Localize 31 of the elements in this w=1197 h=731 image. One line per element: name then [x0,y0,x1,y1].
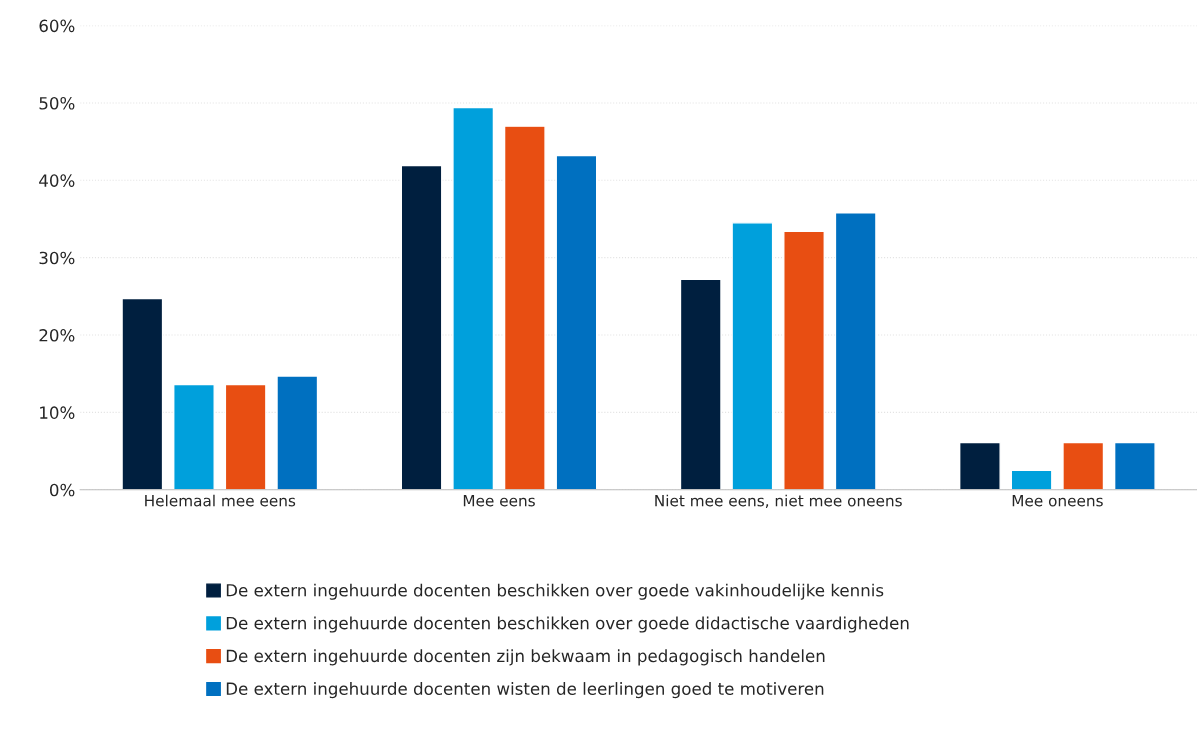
legend-label: De extern ingehuurde docenten zijn bekwaam in pedagogisch handelen [226,649,825,666]
x-tick-label: Mee oneens [1012,495,1103,507]
y-tick-label: 10% [40,406,75,419]
legend-label: De extern ingehuurde docenten beschikken over goede vakinhoudelijke kennis [226,583,884,600]
bar [452,106,495,490]
bar [783,230,825,490]
bar [555,154,598,490]
y-tick-label: 40% [39,174,75,187]
y-tick-label: 30% [39,251,75,265]
bar [1113,441,1156,490]
bar [400,164,443,490]
bar [1062,441,1105,490]
bar [503,125,546,490]
y-tick-label: 50% [39,96,75,110]
bar [1010,469,1053,490]
legend-label: De extern ingehuurde docenten wisten de leerlingen goed te motiveren [226,682,824,699]
y-tick-label: 60% [39,19,75,33]
bar [679,278,722,490]
bar [834,212,877,490]
bar [224,383,267,490]
y-tick-label: 0% [50,483,75,497]
legend-label: De extern ingehuurde docenten beschikken over goede didactische vaardigheden [226,616,909,633]
bar [121,297,164,490]
y-tick-label: 20% [39,329,75,342]
x-tick-label: Niet mee eens, niet mee oneens [655,494,902,509]
bar [958,441,1001,490]
x-tick-label: Helemaal mee eens [145,494,296,507]
bar [173,383,215,490]
x-tick-label: Mee eens [463,495,535,507]
bar [731,222,774,490]
bar [276,375,319,490]
